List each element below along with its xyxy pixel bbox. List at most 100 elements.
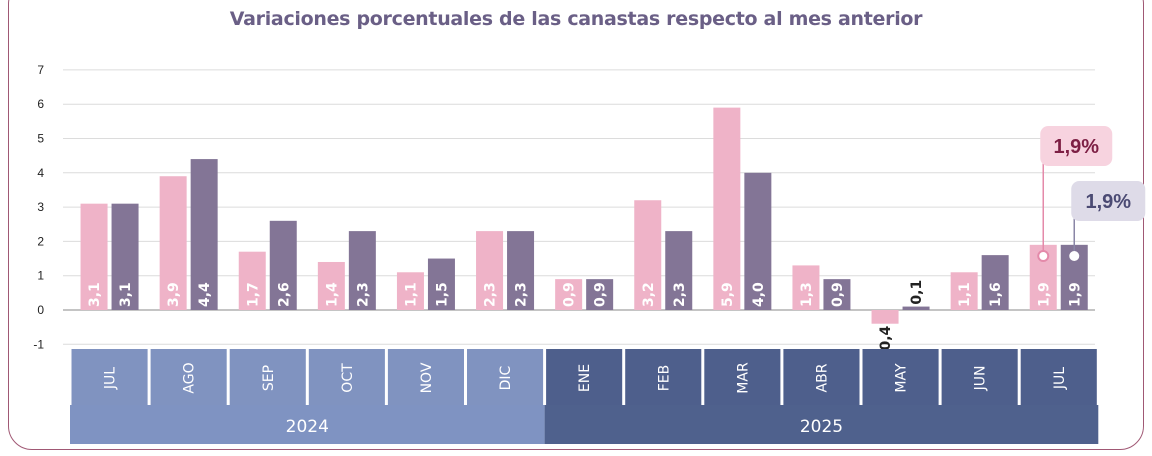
month-label: DIC [498,365,514,390]
month-label: ABR [814,363,830,392]
bar-series-1 [871,310,899,324]
value-label-series-1: 1,3 [799,282,815,307]
bar-series-1 [238,251,266,310]
value-label-series-2: 0,9 [830,282,846,307]
value-label-series-2: 0,9 [593,282,609,307]
bar-series-2 [744,172,772,310]
value-label-layer: 3,1 3,1 3,9 4,4 1,7 2,6 1,4 2,3 1,1 1,5 2,3 2,3 0,9 0… [87,280,1083,357]
month-label: JUN [973,366,989,392]
callout-box [1071,181,1146,221]
value-label-series-1: 3,9 [166,282,182,307]
bar-series-1 [634,200,662,310]
callout-box [1040,126,1113,166]
value-label-series-2: 2,3 [514,282,530,307]
bar-series-2 [269,220,297,310]
month-tile [941,349,1018,408]
bar-series-2 [348,231,376,310]
value-label-series-1: 3,1 [87,282,103,307]
y-tick-label: 3 [37,200,44,214]
value-label-series-1: 5,9 [720,282,736,307]
value-label-series-2: 0,1 [909,280,925,305]
value-label-series-2: 4,0 [751,282,767,307]
callout-marker [1037,250,1050,262]
month-tile [308,349,385,408]
value-label-series-2: 2,3 [672,282,688,307]
y-tick-label: 2 [37,234,44,248]
value-label-series-1: 0,9 [562,282,578,307]
bar-series-1 [80,203,108,310]
value-label-series-2: 1,6 [988,282,1004,307]
value-label-series-1: 1,7 [245,282,261,307]
y-tick-label: 4 [37,166,44,180]
month-tile [704,349,781,408]
bar-layer [80,107,1088,324]
month-label: SEP [261,365,277,391]
month-tile [625,349,702,408]
bar-series-2 [190,159,218,310]
value-label-series-1: 3,2 [641,282,657,307]
bar-series-2 [427,258,455,310]
y-tick-label: -1 [33,337,44,351]
callout-label: 1,9% [1085,191,1131,213]
bar-series-1 [396,272,424,310]
month-tile [1020,349,1097,408]
callout-label: 1,9% [1053,136,1099,158]
month-tile [71,349,148,408]
chart-frame [8,0,1144,450]
bar-series-2 [902,306,930,310]
y-tick-label: 1 [37,269,44,283]
y-tick-label: 5 [37,132,44,146]
month-tile [229,349,306,408]
year-label: 2024 [286,417,329,437]
callout-layer: 1,9% 1,9% [1037,126,1146,262]
year-band [70,405,545,444]
chart-title: Variaciones porcentuales de las canastas… [229,8,923,30]
bar-series-1 [792,265,820,310]
callout-marker [1069,251,1080,261]
value-label-series-1: 2,3 [483,282,499,307]
month-label: FEB [656,365,672,392]
bar-series-2 [586,279,614,310]
month-tile [862,349,939,408]
month-label: JUL [1052,367,1068,390]
value-label-series-2: 1,9 [1067,282,1083,307]
bar-series-1 [950,272,978,310]
bar-series-1 [159,176,187,310]
month-tile [150,349,227,408]
year-label: 2025 [800,417,843,437]
month-tile [546,349,623,408]
bar-series-1 [476,231,504,310]
value-label-series-2: 4,4 [197,282,213,307]
month-tile [783,349,860,408]
value-label-series-2: 2,6 [276,282,292,307]
year-band [544,405,1099,444]
y-tick-label: 0 [37,303,44,317]
bar-series-2 [507,231,535,310]
value-label-series-1: 1,9 [1036,282,1052,307]
bar-series-1 [317,261,345,310]
value-label-series-2: 1,5 [434,282,450,307]
month-label: JUL [103,367,119,390]
bar-series-2 [981,255,1009,310]
value-label-series-2: 3,1 [118,282,134,307]
month-label: MAY [894,363,910,393]
month-label: AGO [182,362,198,393]
bar-series-2 [111,203,139,310]
value-label-series-1: -0,4 [878,325,894,356]
month-label: NOV [419,362,435,393]
x-axis-layer: JUL AGO SEP OCT NOV DIC 2024 ENE FEB MAR ABR MAY JUN… [70,349,1099,444]
y-tick-label: 7 [37,63,44,77]
value-label-series-1: 1,4 [324,282,340,307]
value-label-series-2: 2,3 [355,282,371,307]
bar-series-2 [823,279,851,310]
month-label: OCT [340,363,356,393]
bar-series-1 [713,107,741,310]
month-label: ENE [577,364,593,392]
month-label: MAR [735,362,751,394]
y-tick-label: 6 [37,97,44,111]
bar-series-1 [555,279,583,310]
month-tile [467,349,544,408]
bar-series-2 [665,231,693,310]
value-label-series-1: 1,1 [403,282,419,307]
